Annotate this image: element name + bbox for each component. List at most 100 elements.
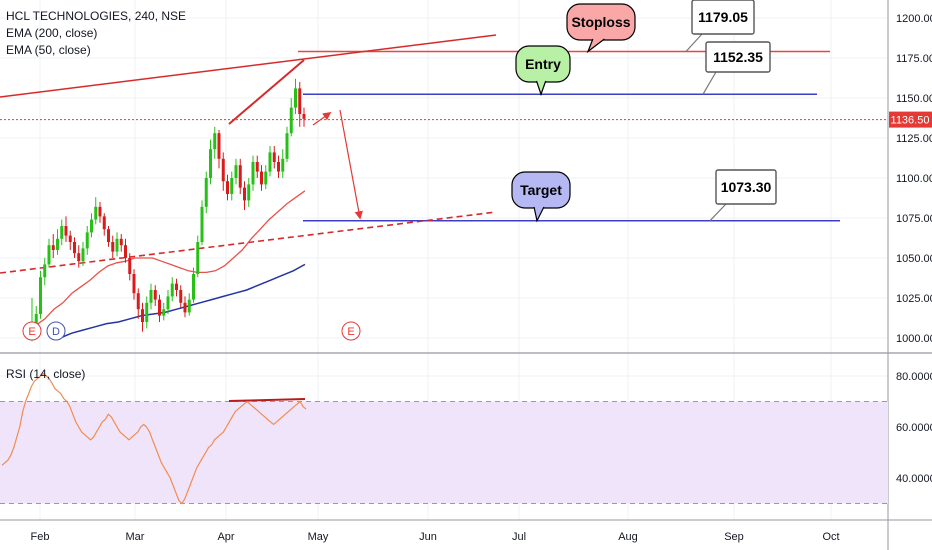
candle-body: [77, 253, 81, 262]
candle-body: [175, 283, 178, 290]
candle-body: [34, 314, 38, 326]
y-tick-label: 1125.00: [896, 133, 932, 145]
entry-tag: 1152.35: [702, 41, 771, 95]
candle-body: [43, 264, 47, 278]
entry-tag-box: [705, 41, 771, 73]
axes: Feb Mar Apr May Jun Jul Aug Sep Oct 1000.00 1025.0…: [31, 13, 932, 543]
candle: [149, 283, 153, 310]
ema50-legend[interactable]: EMA (50, close): [6, 43, 91, 57]
event-marker-circle: [341, 321, 361, 341]
event-marker: E: [341, 321, 361, 341]
candle-body: [294, 88, 297, 108]
candle-body: [90, 219, 93, 233]
candle-body: [94, 206, 98, 220]
y-tick-label: 1000.00: [896, 333, 932, 345]
candle-body: [302, 114, 306, 119]
event-marker-label: E: [28, 326, 35, 338]
candle: [81, 242, 85, 266]
target-tag: 1073.30: [709, 169, 777, 222]
stoploss-callout: Stoploss: [566, 3, 636, 54]
candle-body: [255, 162, 259, 172]
candle: [264, 165, 268, 190]
candle: [47, 238, 51, 268]
target-tag-box: [715, 169, 777, 205]
candle-body: [158, 299, 161, 316]
candle: [94, 197, 98, 225]
candle-body: [115, 238, 119, 252]
y-tick-label: 1175.00: [896, 53, 932, 65]
candle-body: [85, 232, 89, 249]
target-tag-text: 1073.30: [721, 179, 772, 195]
candle-body: [73, 242, 76, 254]
candle-body: [251, 162, 255, 185]
candle-body: [68, 235, 72, 242]
candle: [196, 235, 200, 278]
candle: [251, 155, 255, 191]
rsi-band: [0, 401, 888, 504]
candle: [213, 126, 217, 159]
candle: [64, 216, 68, 242]
candle: [128, 253, 132, 281]
x-tick-label: Mar: [126, 531, 145, 543]
candle: [260, 165, 263, 191]
candle: [153, 285, 157, 306]
candle: [281, 149, 285, 178]
entry-tag-text: 1152.35: [713, 49, 763, 65]
rsi-legend[interactable]: RSI (14, close): [6, 367, 86, 381]
y-tick-label: 1050.00: [896, 253, 932, 265]
y-tick-label: 1150.00: [896, 93, 932, 105]
symbol-title[interactable]: HCL TECHNOLOGIES, 240, NSE: [6, 9, 187, 23]
candle: [255, 155, 259, 178]
price-tags: 1136.50: [889, 111, 932, 128]
candle-body: [247, 184, 251, 201]
candle-body: [272, 152, 276, 162]
candle: [90, 213, 93, 238]
candle-body: [119, 238, 123, 246]
candle-body: [81, 248, 85, 262]
stoploss-tag: 1179.05: [685, 0, 755, 52]
candle: [285, 126, 289, 162]
candle-body: [192, 274, 195, 300]
event-marker-label: D: [52, 326, 60, 338]
candle: [166, 290, 170, 314]
candle: [234, 158, 238, 185]
stoploss-tag-box: [691, 0, 755, 35]
candle-body: [285, 133, 289, 159]
candle: [226, 174, 229, 201]
x-tick-label: May: [308, 531, 329, 543]
candle: [302, 107, 306, 127]
rsi-tick-label: 60.0000: [896, 422, 932, 434]
candle-body: [268, 152, 272, 172]
candle-body: [47, 245, 51, 265]
candle-body: [260, 171, 263, 185]
candle: [175, 278, 178, 297]
candle-body: [226, 181, 229, 194]
candle: [183, 296, 187, 318]
candle: [272, 146, 276, 169]
main-legend: HCL TECHNOLOGIES, 240, NSE EMA (200, clo…: [6, 8, 186, 59]
candle-body: [166, 296, 170, 310]
event-marker: E: [22, 321, 42, 341]
candle: [200, 200, 204, 246]
candle: [132, 269, 136, 300]
last-price-tag: [889, 111, 932, 128]
candle: [238, 158, 242, 194]
last-price-label: 1136.50: [891, 115, 930, 127]
candle-body: [56, 238, 59, 250]
y-tick-label: 1100.00: [896, 173, 932, 185]
y-tick-label: 1075.00: [896, 213, 932, 225]
candles[interactable]: [30, 78, 306, 342]
ema200-legend[interactable]: EMA (200, close): [6, 26, 98, 40]
candle-body: [124, 245, 127, 258]
candle: [209, 139, 212, 185]
candle: [68, 230, 72, 250]
stoploss-callout-tail: [586, 38, 605, 54]
candle-body: [64, 226, 68, 236]
candle: [289, 98, 293, 137]
candle-body: [200, 206, 204, 242]
divergence-line: [228, 59, 305, 125]
candle-body: [196, 242, 200, 274]
candle: [187, 293, 191, 316]
stoploss-tag-text: 1179.05: [698, 9, 748, 25]
